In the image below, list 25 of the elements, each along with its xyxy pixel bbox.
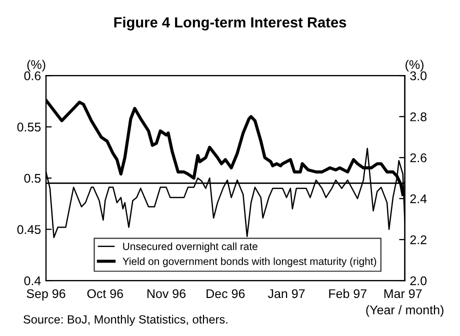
y-tick-label: 0.5 — [24, 174, 41, 183]
y2-tick-label: 2.4 — [410, 194, 427, 204]
legend-label: Unsecured overnight call rate — [123, 242, 258, 252]
y2-axis-title: (%) — [406, 60, 424, 72]
y-tick-label: 0.4 — [24, 276, 41, 286]
x-tick-label: Sep 96 — [26, 289, 66, 301]
x-tick-label: Mar 97 — [384, 289, 422, 298]
x-tick-label: Oct 96 — [87, 289, 124, 298]
legend-label: Yield on government bonds with longest maturity (right) — [122, 257, 376, 268]
x-tick-label: Dec 96 — [206, 289, 245, 298]
y2-tick-label: 2.6 — [410, 153, 426, 162]
chart-title: Figure 4 Long-term Interest Rates — [114, 16, 346, 30]
y-tick-label: 0.6 — [24, 71, 41, 80]
y-tick-label: 0.45 — [17, 225, 41, 234]
y2-tick-label: 2.0 — [410, 276, 427, 286]
y2-tick-label: 2.8 — [410, 112, 426, 122]
y2-tick-label: 3.0 — [410, 71, 427, 80]
x-tick-label: Feb 97 — [329, 288, 366, 298]
y-tick-label: 0.55 — [17, 122, 41, 132]
y-axis-title: (%) — [27, 60, 46, 72]
source-note: Source: BoJ, Monthly Statistics, others. — [24, 314, 228, 326]
x-tick-label: Nov 96 — [147, 289, 186, 298]
x-tick-label: Jan 97 — [268, 289, 305, 298]
x-axis-title: (Year / month) — [366, 305, 444, 317]
y2-tick-label: 2.2 — [410, 235, 426, 244]
